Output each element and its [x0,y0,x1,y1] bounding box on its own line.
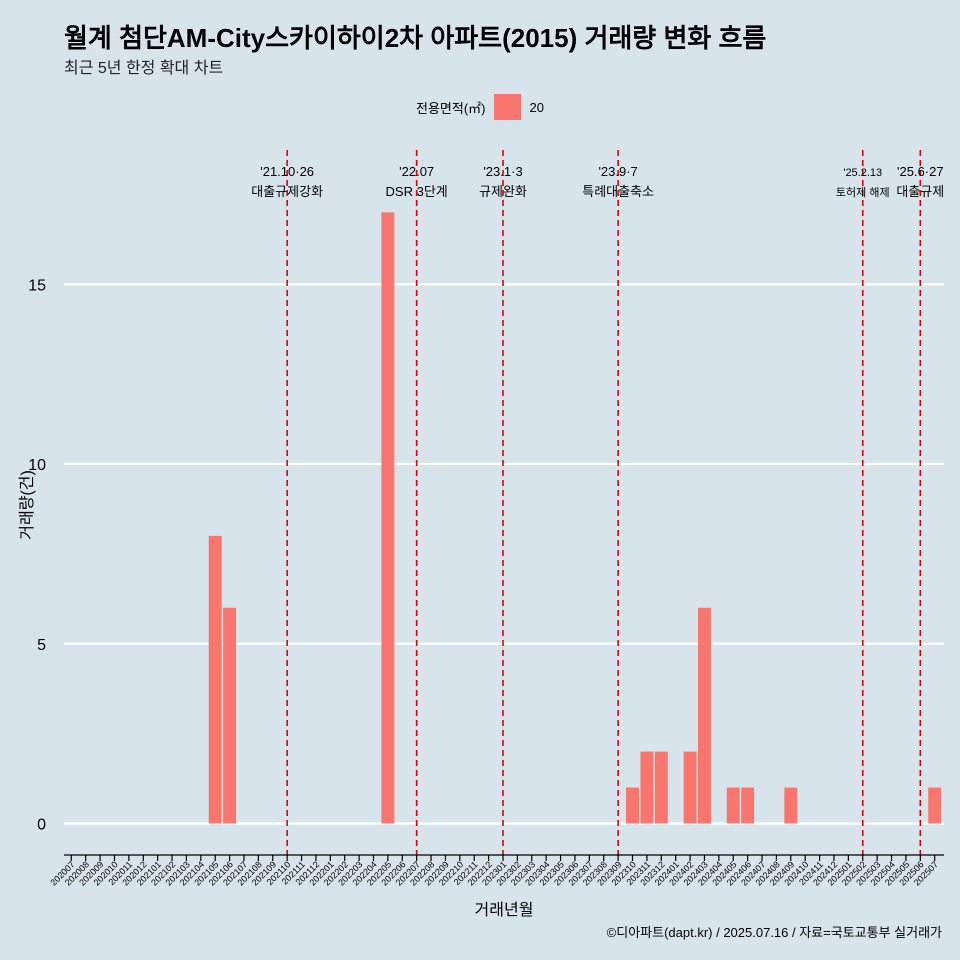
bar [381,212,395,824]
event-name-label: 토허제 해제 [836,185,890,199]
bar [928,787,942,824]
legend-label: 20 [529,99,544,115]
bar [697,607,711,824]
legend-swatch [493,94,521,120]
event-date-label: '21.10·26 [260,164,314,179]
y-axis-title: 거래량(건) [18,470,36,540]
event-name-label: 규제완화 [479,184,527,199]
bar [626,787,639,824]
bar [784,787,798,824]
bar [683,751,697,824]
source-caption: ©디아파트(dapt.kr) / 2025.07.16 / 자료=국토교통부 실… [606,925,942,940]
event-date-label: '25.2.13 [843,167,882,179]
bar [654,751,668,824]
y-tick-label: 5 [37,637,46,654]
event-date-label: '23.9·7 [598,164,637,179]
chart-title: 월계 첨단AM-City스카이하이2차 아파트(2015) 거래량 변화 흐름 [64,23,767,53]
legend: 전용면적(㎡) 20 [0,94,960,120]
event-name-label: 특례대출축소 [582,184,654,199]
event-date-label: '25.6·27 [897,164,944,179]
y-tick-label: 15 [28,277,46,294]
y-tick-label: 0 [37,817,46,834]
legend-title: 전용면적(㎡) [416,100,486,116]
event-name-label: 대출규제 [896,184,944,199]
bar [223,607,237,824]
chart-subtitle: 최근 5년 한정 확대 차트 [64,60,224,77]
event-name-label: DSR 3단계 [386,184,448,199]
event-date-label: '22.07 [399,164,434,179]
bar [640,751,654,824]
y-tick-label: 10 [28,457,46,474]
event-date-label: '23.1·3 [483,164,522,179]
x-axis-title: 거래년월 [475,901,534,919]
bar [208,535,222,824]
bar [726,787,740,824]
bar [741,787,755,824]
event-name-label: 대출규제강화 [251,184,323,199]
